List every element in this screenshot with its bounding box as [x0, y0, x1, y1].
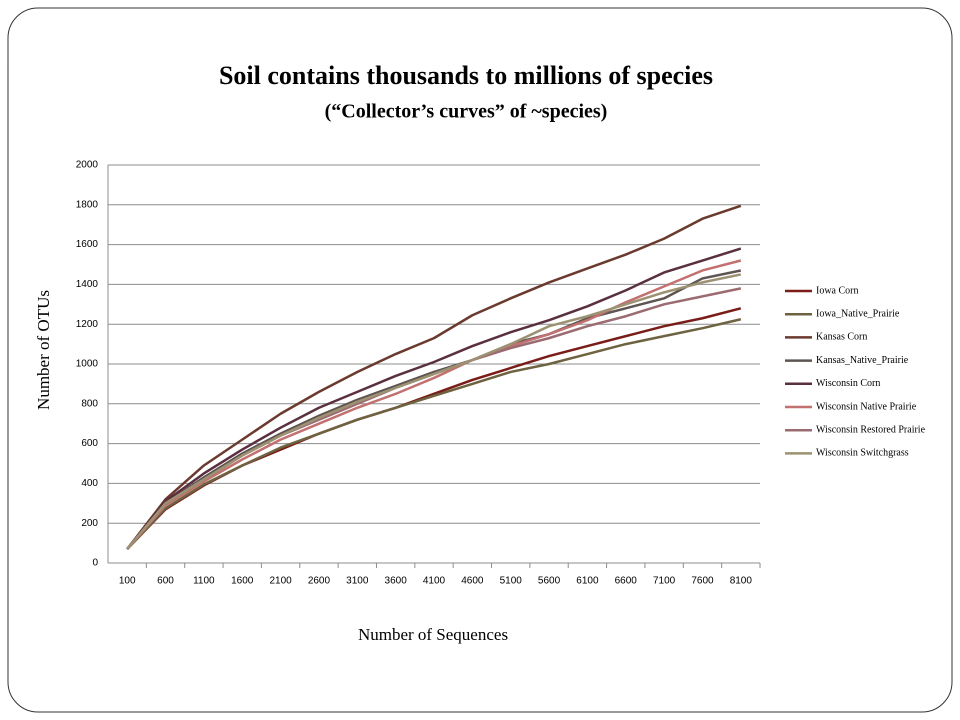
series-line — [126, 269, 742, 550]
legend-label: Wisconsin Restored Prairie — [816, 424, 926, 435]
legend-label: Iowa_Native_Prairie — [816, 308, 900, 319]
y-tick-label: 1600 — [76, 239, 99, 250]
series-line — [126, 273, 742, 550]
legend-label: Iowa Corn — [816, 285, 859, 296]
series-line — [126, 247, 742, 550]
legend-label: Kansas Corn — [816, 332, 867, 343]
y-tick-label: 1000 — [76, 359, 99, 370]
slide-frame — [7, 7, 953, 713]
legend-label: Wisconsin Native Prairie — [816, 401, 917, 412]
y-tick-label: 400 — [81, 478, 98, 489]
x-tick-label: 2600 — [308, 576, 331, 587]
y-tick-label: 1200 — [76, 319, 99, 330]
x-tick-label: 8100 — [730, 576, 753, 587]
series-line — [126, 259, 742, 550]
legend-label: Wisconsin Switchgrass — [816, 448, 909, 459]
x-tick-label: 7600 — [691, 576, 714, 587]
y-tick-label: 200 — [81, 518, 98, 529]
x-tick-label: 5100 — [500, 576, 523, 587]
y-tick-label: 1800 — [76, 199, 99, 210]
x-tick-label: 7100 — [653, 576, 676, 587]
x-tick-label: 3600 — [385, 576, 408, 587]
y-tick-label: 0 — [92, 558, 98, 569]
chart-subtitle: (“Collector’s curves” of ~species) — [325, 101, 608, 123]
x-tick-label: 5600 — [538, 576, 561, 587]
y-axis-label: Number of OTUs — [34, 290, 53, 410]
series-line — [126, 204, 742, 550]
x-tick-label: 4600 — [461, 576, 484, 587]
chart-title: Soil contains thousands to millions of s… — [219, 61, 713, 90]
x-tick-label: 6100 — [576, 576, 599, 587]
x-tick-label: 4100 — [423, 576, 446, 587]
y-tick-label: 2000 — [76, 160, 99, 171]
x-axis-label: Number of Sequences — [358, 625, 508, 644]
legend-label: Kansas_Native_Prairie — [816, 355, 909, 366]
legend-label: Wisconsin Corn — [816, 378, 880, 389]
x-tick-label: 100 — [119, 576, 136, 587]
x-tick-label: 6600 — [615, 576, 638, 587]
x-tick-label: 3100 — [346, 576, 369, 587]
x-tick-label: 2100 — [269, 576, 292, 587]
x-tick-label: 600 — [157, 576, 174, 587]
y-tick-label: 600 — [81, 438, 98, 449]
y-tick-label: 800 — [81, 398, 98, 409]
series-line — [126, 318, 742, 550]
x-tick-label: 1600 — [231, 576, 254, 587]
x-tick-label: 1100 — [193, 576, 215, 587]
y-tick-label: 1400 — [76, 279, 99, 290]
